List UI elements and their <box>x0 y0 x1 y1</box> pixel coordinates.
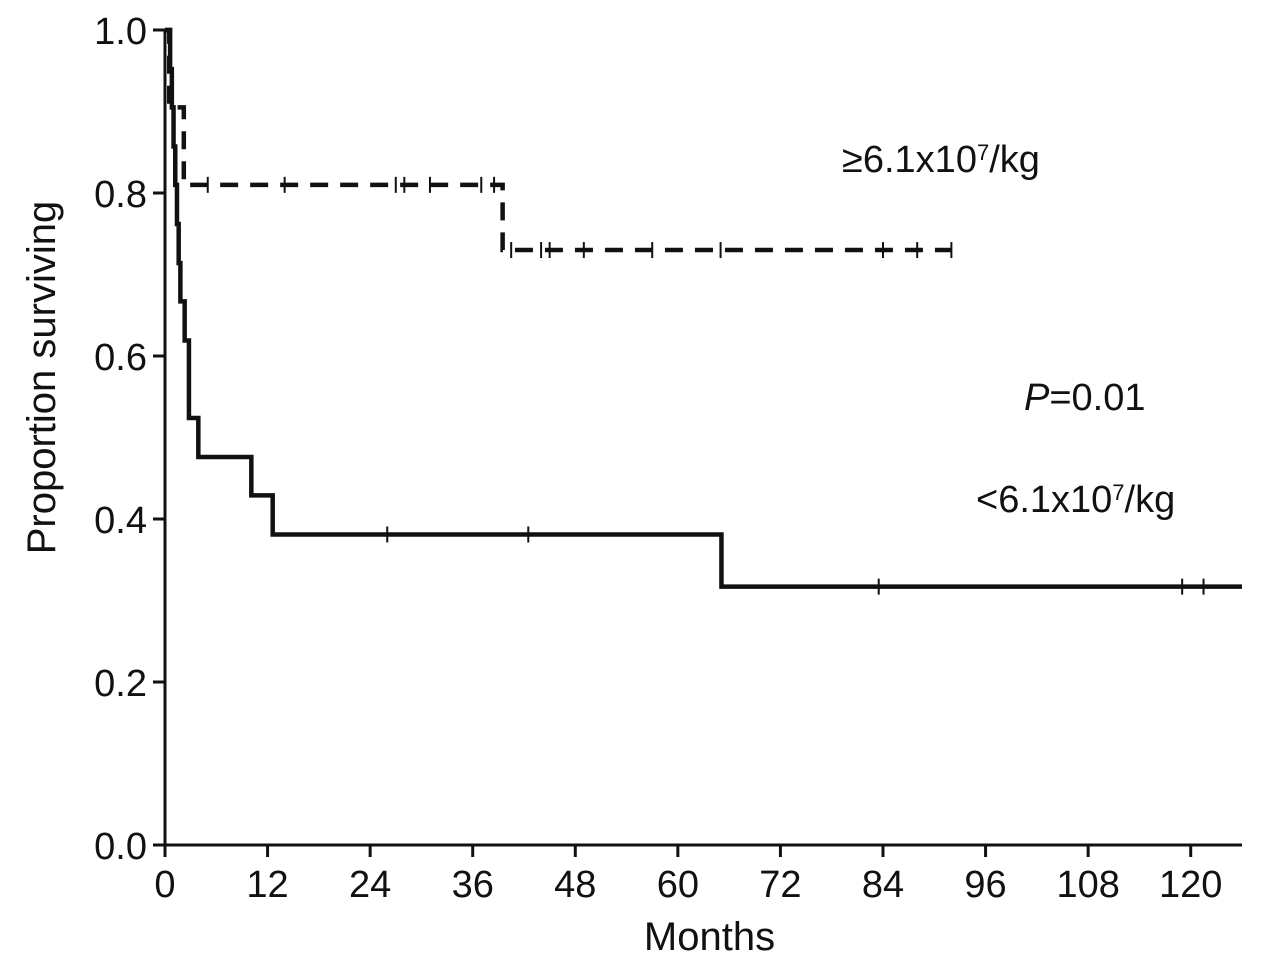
x-tick-label: 36 <box>452 864 494 906</box>
series-label-low-main: <6.1x10 <box>976 479 1112 521</box>
series-label-high-main: ≥6.1x10 <box>842 139 977 181</box>
y-tick-label: 0.0 <box>94 826 147 868</box>
series-label-low-dose: <6.1x107/kg <box>976 479 1175 521</box>
x-axis-title: Months <box>644 915 775 959</box>
p-value-symbol: P <box>1024 377 1050 419</box>
y-tick-label: 0.4 <box>94 500 147 542</box>
y-tick-label: 0.8 <box>94 174 147 216</box>
x-tick-label: 60 <box>657 864 699 906</box>
x-tick-label: 24 <box>349 864 391 906</box>
x-tick-label: 108 <box>1056 864 1119 906</box>
x-tick-label: 0 <box>154 864 175 906</box>
series-label-high-sup: 7 <box>977 140 989 165</box>
axes-layer <box>163 30 1242 847</box>
x-tick-label: 12 <box>246 864 288 906</box>
x-tick-label: 84 <box>862 864 904 906</box>
x-tick-label: 72 <box>759 864 801 906</box>
x-tick-label: 120 <box>1159 864 1222 906</box>
x-tick-label: 96 <box>964 864 1006 906</box>
ticks-layer: 0 12 24 36 48 60 72 84 96 108 120 0.0 0.2 0.4 0.6 0.8 1.… <box>94 11 1222 906</box>
y-tick-label: 0.6 <box>94 337 147 379</box>
survival-curve-high-dose <box>165 27 952 253</box>
series-label-high-dose: ≥6.1x107/kg <box>842 139 1040 181</box>
y-tick-label: 0.2 <box>94 663 147 705</box>
y-axis-title: Proportion surviving <box>20 201 64 555</box>
p-value-annotation: P=0.01 <box>1024 377 1146 419</box>
series-label-high-unit: /kg <box>989 139 1040 181</box>
survival-curve-low-dose <box>165 27 1242 589</box>
series-label-low-unit: /kg <box>1125 479 1176 521</box>
series-label-low-sup: 7 <box>1112 480 1124 505</box>
x-tick-label: 48 <box>554 864 596 906</box>
y-tick-label: 1.0 <box>94 11 147 53</box>
series-layer <box>165 27 1242 595</box>
p-value-text: =0.01 <box>1049 377 1145 419</box>
